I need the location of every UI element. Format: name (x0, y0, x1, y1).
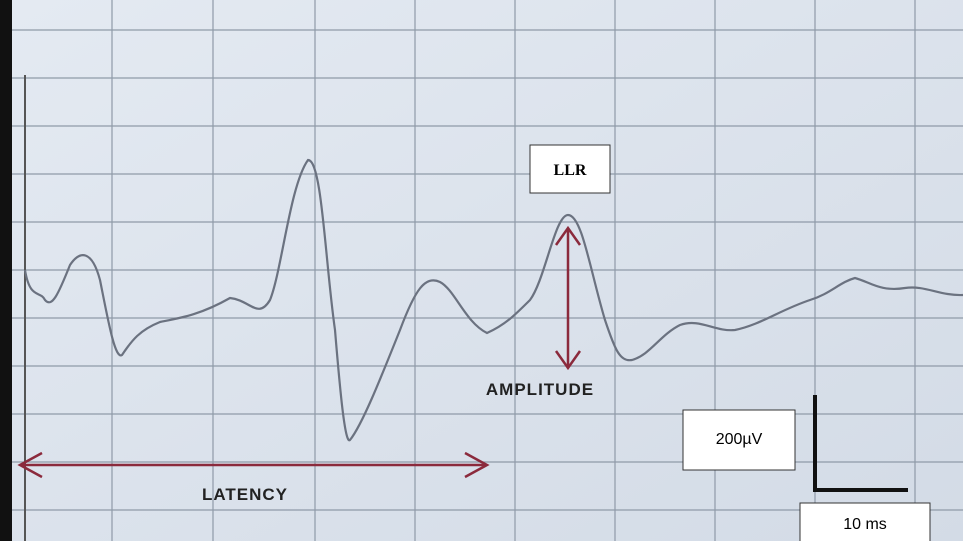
amplitude-label: AMPLITUDE (486, 380, 594, 399)
left-edge (0, 0, 12, 541)
time-scale-label: 10 ms (843, 516, 887, 533)
page: LLR AMPLITUDE LATENCY 200µV 10 ms (() =>… (0, 0, 963, 541)
latency-label: LATENCY (202, 485, 288, 504)
voltage-scale-label: 200µV (716, 431, 763, 448)
peak-label: LLR (554, 162, 587, 179)
emg-figure: LLR AMPLITUDE LATENCY 200µV 10 ms (0, 0, 963, 541)
